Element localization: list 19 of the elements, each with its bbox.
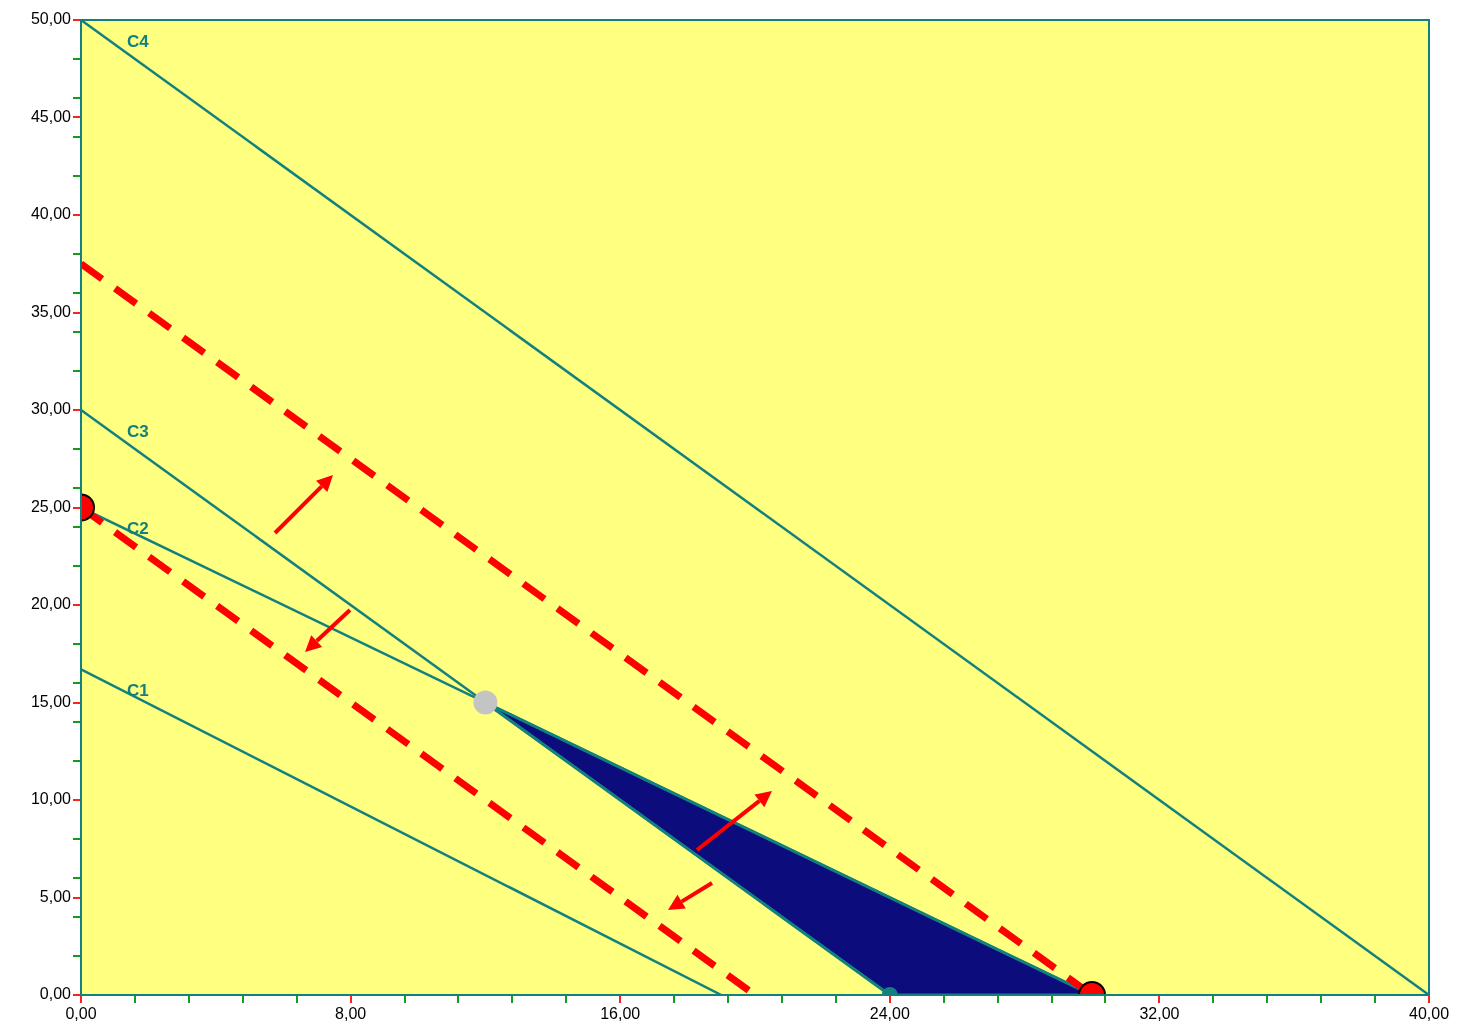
y-tick-label: 15,00	[30, 692, 72, 710]
y-tick-label: 0,00	[39, 985, 72, 1003]
y-tick-label: 50,00	[30, 10, 72, 28]
y-tick-label: 20,00	[30, 595, 72, 613]
series-label: C4	[127, 31, 150, 51]
x-tick-label: 24,00	[869, 1005, 910, 1023]
y-tick-label: 30,00	[30, 400, 72, 418]
y-tick-label: 40,00	[30, 205, 72, 223]
x-tick-label: 40,00	[1408, 1005, 1450, 1023]
y-tick-label: 10,00	[30, 790, 72, 808]
y-tick-label: 45,00	[30, 107, 72, 125]
y-tick-label: 25,00	[30, 497, 72, 515]
series-label: C3	[127, 421, 149, 441]
x-tick-label: 32,00	[1139, 1005, 1180, 1023]
y-tick-label: 35,00	[30, 302, 72, 320]
y-tick-label: 5,00	[39, 887, 72, 905]
x-tick-label: 8,00	[335, 1005, 367, 1023]
x-tick-label: 16,00	[600, 1005, 641, 1023]
x-tick-label: 0,00	[65, 1005, 97, 1023]
